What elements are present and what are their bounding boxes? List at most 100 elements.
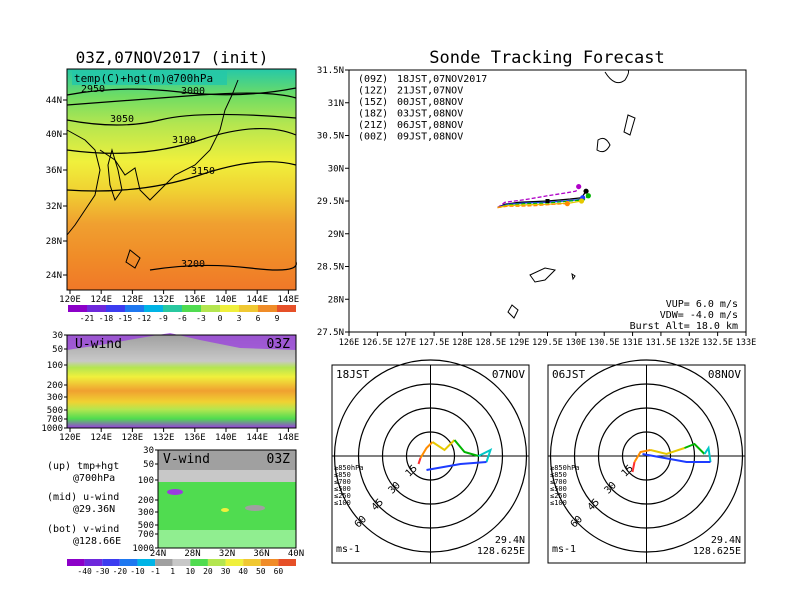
track-lat-tick: 27.5N [317,328,344,338]
legend-code: (09Z) [358,74,388,85]
map-lon-tick: 136E [184,295,206,305]
colorbar-tick: -12 [137,314,152,323]
colorbar-swatch [155,559,173,566]
map-lon-tick: 144E [246,295,268,305]
track-end-point [578,198,585,204]
colorbar-tick: 40 [238,567,248,576]
contour-label: 3100 [172,135,196,146]
contour-label: 3000 [181,86,205,97]
u-pressure-tick: 700 [47,415,63,425]
coastline-japan [99,79,239,201]
legend-bot-line1: (bot) v-wind [47,524,119,535]
track-lon-tick: 131.5E [646,338,677,348]
track-lon-tick: 131E [622,338,642,348]
map-lon-tick: 124E [90,295,112,305]
legend-time: 06JST,08NOV [397,120,463,131]
map-label: temp(C)+hgt(m)@700hPa [74,72,213,85]
hodo-trace [426,461,487,471]
colorbar-tick: -30 [95,567,110,576]
hodo-trace [642,453,711,463]
v-pressure-tick: 1000 [132,544,154,554]
map-lon-tick: 128E [122,295,144,305]
u-pressure-tick: 200 [47,381,63,391]
hodo-trace [684,442,706,455]
hodo-date: 07NOV [492,368,525,381]
hodo-trace [703,445,712,463]
u-pressure-tick: 50 [52,345,63,355]
track-lon-tick: 127E [395,338,415,348]
u-wind-time: 03Z [267,337,291,352]
u-pressure-tick: 100 [47,361,63,371]
track-lat-tick: 29N [328,230,344,240]
colorbar-swatch [68,305,87,312]
hodo-date: 08NOV [708,368,741,381]
v-pressure-tick: 50 [143,460,154,470]
track-lat-tick: 29.5N [317,197,344,207]
track-lat-tick: 28N [328,295,344,305]
hodo-level: ≤850 [550,471,567,479]
hodo-time: 18JST [336,368,369,381]
hodo-level: ≤500 [334,485,351,493]
hodo-unit: ms-1 [336,544,360,555]
track-line [497,186,580,209]
hodo-level: ≥850hPa [334,464,364,472]
track-lon-tick: 132E [679,338,699,348]
hodo-level: ≤850 [334,471,351,479]
island [596,137,611,153]
legend-code: (12Z) [358,86,388,97]
hodo-level: ≤100 [550,499,567,507]
u-lon-tick: 124E [90,433,112,443]
track-end-point [564,201,570,207]
legend-up-line1: (up) tmp+hgt [47,461,119,472]
hodo-lat: 29.4N [711,535,741,546]
colorbar-swatch [172,559,191,566]
track-lon-tick: 132.5E [702,338,733,348]
colorbar-swatch [106,305,125,312]
hodo-unit: ms-1 [552,544,576,555]
contour-label: 2950 [81,84,105,95]
hodo-level: ≤500 [550,485,567,493]
colorbar-tick: -3 [196,314,206,323]
legend-mid-line2: @29.36N [73,504,115,515]
colorbar-swatch [201,305,220,312]
map-lat-tick: 44N [46,96,62,106]
colorbar-tick: -9 [158,314,168,323]
temperature-colorbar: -21 -18 -15 -12 -9 -6 -3 0 3 6 9 [68,305,296,323]
colorbar-tick: 30 [221,567,231,576]
colorbar-swatch [239,305,258,312]
track-lon-tick: 129.5E [532,338,563,348]
colorbar-swatch [67,559,85,566]
v-wind-label: V-wind [163,452,210,467]
track-lat-tick: 30N [328,164,344,174]
hodo-level: ≥850hPa [550,464,580,472]
contour-label: 3150 [191,166,215,177]
map-lat-tick: 36N [46,166,62,176]
v-lat-tick: 24N [150,549,166,559]
map-lat-tick: 24N [46,271,62,281]
legend-code: (21Z) [358,120,388,131]
hodo-level: ≤250 [334,492,351,500]
u-lon-tick: 132E [153,433,175,443]
param-vdw: VDW= -4.0 m/s [660,310,738,321]
legend-time: 03JST,08NOV [397,109,463,120]
hodo-level: ≤100 [334,499,351,507]
track-map: 31.5N 31N 30.5N 30N 29.5N 29N 28.5N 28N 27.5N 12… [317,66,756,348]
colorbar-tick: 20 [203,567,213,576]
colorbar-tick: -10 [130,567,145,576]
v-lat-tick: 40N [288,549,304,559]
colorbar-tick: -15 [118,314,133,323]
legend-time: 09JST,08NOV [397,132,463,143]
colorbar-tick: 60 [274,567,284,576]
track-lat-tick: 31N [328,99,344,109]
island [604,69,630,84]
map-lat-tick: 32N [46,202,62,212]
u-lon-tick: 144E [246,433,268,443]
colorbar-swatch [137,559,156,566]
left-title: 03Z,07NOV2017 (init) [76,48,269,67]
hodo-trace [633,449,651,463]
colorbar-tick: 6 [256,314,261,323]
track-lon-tick: 128E [452,338,472,348]
u-pressure-tick: 300 [47,393,63,403]
hodo-level: ≤700 [550,478,567,486]
